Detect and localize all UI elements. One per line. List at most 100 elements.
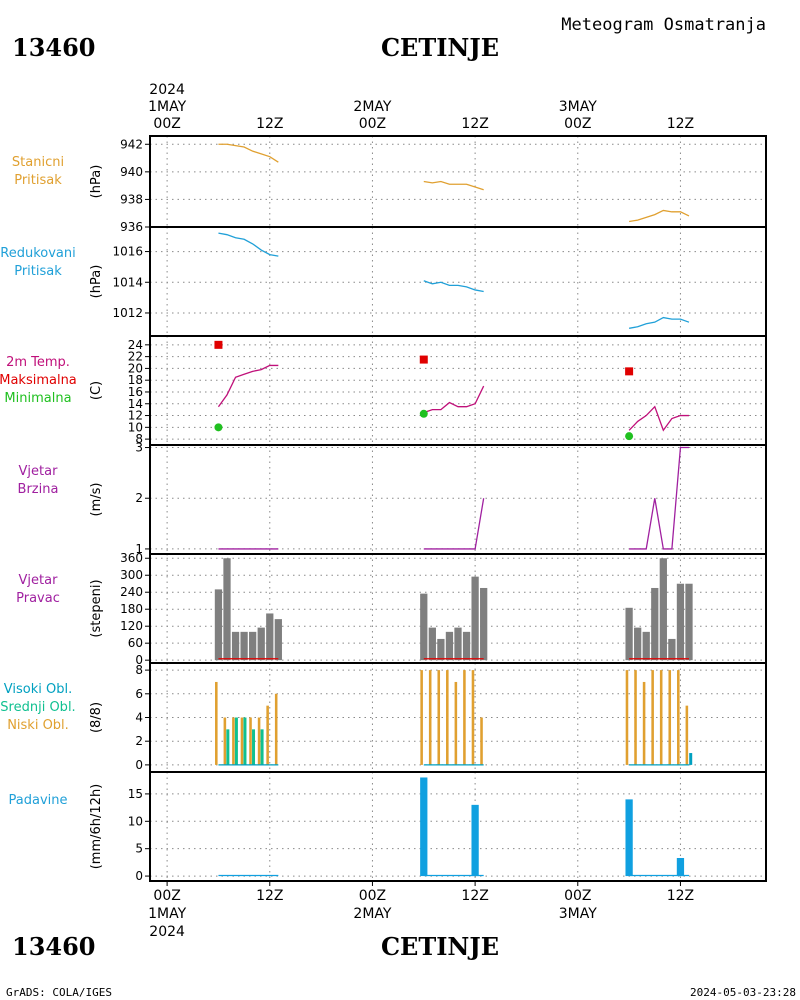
y-axis-unit: (mm/6h/12h) <box>89 784 104 870</box>
y-tick-label: 12 <box>128 409 143 423</box>
data-bar <box>226 729 230 765</box>
data-bar <box>223 558 231 661</box>
y-tick-label: 24 <box>128 338 143 352</box>
data-bar <box>634 670 637 765</box>
panel-reduced-pressure: 1012 1014 1016 (hPa) Redukovani Pritisak <box>0 226 767 337</box>
panel-label: Padavine <box>9 793 68 808</box>
y-tick-label: 0 <box>135 869 143 883</box>
data-bar <box>685 705 689 765</box>
panel-label: Srednji Obl. <box>0 700 75 715</box>
meteogram-subtitle: Meteogram Osmatranja <box>561 15 766 35</box>
data-line <box>423 498 485 550</box>
y-tick-label: 940 <box>120 165 143 179</box>
data-bar <box>214 589 223 661</box>
station-name-top: CETINJE <box>381 33 499 62</box>
series-group <box>218 232 690 329</box>
y-tick-label: 180 <box>120 602 143 616</box>
y-tick-label: 1016 <box>112 245 143 259</box>
series-group <box>214 340 689 441</box>
series-group <box>215 670 693 766</box>
min-temp-marker <box>625 432 634 441</box>
data-bar <box>463 670 466 765</box>
y-tick-label: 120 <box>120 619 143 633</box>
time-label-top: 1MAY <box>148 99 186 115</box>
y-tick-label: 2 <box>135 491 143 505</box>
panel-wind-direction: 0 60 120 180 240 300 360 (stepeni) Vjetar Pravac <box>16 551 767 667</box>
data-bar <box>676 857 685 877</box>
data-line <box>628 405 689 432</box>
time-label-bottom: 12Z <box>461 888 488 904</box>
data-bar <box>257 717 261 765</box>
data-bar <box>454 681 458 765</box>
data-bar <box>260 729 264 765</box>
time-axis-bottom: 00Z 1MAY 2024 12Z 00Z 2MAY 12Z 00Z 3MAY 12Z <box>148 881 694 940</box>
data-bar <box>659 558 667 661</box>
y-tick-label: 936 <box>120 220 143 234</box>
data-bar <box>625 670 629 765</box>
data-bar <box>234 717 238 765</box>
station-name-bottom: CETINJE <box>381 932 499 961</box>
data-bar <box>668 670 672 765</box>
y-tick-label: 0 <box>135 758 143 772</box>
data-line <box>218 143 279 163</box>
panels: 936938940942(hPa)StanicniPritisak1012101… <box>0 135 767 883</box>
panel-station-pressure: 936 938 940 942 (hPa) Stanicni Pritisak <box>12 135 767 234</box>
data-bar <box>651 670 654 765</box>
panel-label: Redukovani <box>0 246 75 261</box>
y-tick-label: 6 <box>135 687 143 701</box>
panel-label: Pritisak <box>14 173 62 188</box>
y-tick-label: 8 <box>135 432 143 446</box>
panel-precipitation: 0 5 10 15 (mm/6h/12h) Padavine <box>9 771 767 883</box>
data-line <box>423 280 484 293</box>
y-axis-unit: (hPa) <box>89 265 104 299</box>
data-bar <box>252 729 256 765</box>
data-bar <box>480 717 483 765</box>
series-group <box>214 558 693 661</box>
series-group <box>218 143 690 223</box>
data-bar <box>231 631 240 661</box>
y-axis-unit: (hPa) <box>89 165 104 199</box>
time-label-top: 12Z <box>256 116 283 132</box>
time-label-top: 2MAY <box>353 99 391 115</box>
y-tick-label: 10 <box>128 814 143 828</box>
panel-label: Vjetar <box>19 464 59 479</box>
y-tick-label: 1 <box>135 542 143 556</box>
data-bar <box>668 638 676 661</box>
panel-label: Visoki Obl. <box>4 682 72 697</box>
panel-label: Vjetar <box>19 573 59 588</box>
y-tick-label: 360 <box>120 551 143 565</box>
data-bar <box>625 799 633 877</box>
y-tick-label: 20 <box>128 361 143 375</box>
data-bar <box>249 631 257 661</box>
time-label-bottom: 12Z <box>667 888 694 904</box>
data-bar <box>437 670 441 765</box>
y-tick-label: 2 <box>135 734 143 748</box>
data-bar <box>471 804 479 877</box>
y-tick-label: 15 <box>128 787 143 801</box>
data-bar <box>249 717 252 765</box>
panel-cloud-cover: 0 2 4 6 8 (8/8) Visoki Obl. Srednji Obl. Niski O… <box>0 662 767 773</box>
footer-timestamp: 2024-05-03-23:28 <box>690 986 796 999</box>
time-label-top: 00Z <box>359 116 386 132</box>
data-bar <box>428 670 432 765</box>
time-label-top: 12Z <box>667 116 694 132</box>
data-bar <box>428 627 436 661</box>
y-tick-label: 8 <box>135 663 143 677</box>
time-label-bottom: 00Z <box>564 888 591 904</box>
y-axis-unit: (m/s) <box>89 483 104 517</box>
time-label-bottom: 12Z <box>256 888 283 904</box>
data-bar <box>659 670 663 765</box>
time-label-top: 00Z <box>153 116 180 132</box>
data-bar <box>232 717 235 765</box>
y-tick-label: 60 <box>128 636 143 650</box>
data-bar <box>651 587 659 661</box>
panel-label: Stanicni <box>12 155 64 170</box>
panel-frame <box>149 335 767 446</box>
panel-label: Minimalna <box>4 391 71 406</box>
time-label-top: 12Z <box>461 116 488 132</box>
min-temp-marker <box>419 409 428 418</box>
y-axis-unit: (stepeni) <box>89 579 104 637</box>
panel-label: Pritisak <box>14 264 62 279</box>
